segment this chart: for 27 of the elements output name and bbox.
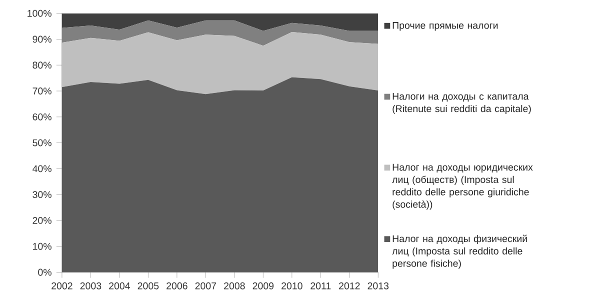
y-tick-label: 60% xyxy=(32,113,52,120)
x-tick-label: 2005 xyxy=(138,282,159,290)
y-tick-label: 100% xyxy=(28,10,52,17)
x-tick-label: 2008 xyxy=(224,282,245,290)
x-tick-label: 2011 xyxy=(310,282,331,290)
legend-label: Налоги на доходы с капитала (Ritenute sui redditi da capitale) xyxy=(392,92,531,114)
y-tick-label: 80% xyxy=(32,61,52,68)
x-tick-label: 2003 xyxy=(80,282,102,290)
y-tick-label: 90% xyxy=(32,36,52,42)
x-tick-label: 2009 xyxy=(252,282,274,290)
y-tick-label: 10% xyxy=(33,242,52,250)
x-tick-label: 2013 xyxy=(368,282,389,290)
x-tick-label: 2012 xyxy=(339,282,360,290)
y-tick-label: 50% xyxy=(32,139,52,146)
x-tick-label: 2004 xyxy=(109,282,130,290)
y-tick-label: 20% xyxy=(32,216,52,224)
y-tick-label: 40% xyxy=(32,165,52,172)
x-tick-label: 2010 xyxy=(282,282,302,290)
legend-label: Налог на доходы юридических лиц (обществ) (Imposta sul reddito delle persone giuridiche (società)) xyxy=(392,164,533,210)
y-tick-label: 70% xyxy=(32,87,52,94)
x-tick-label: 2007 xyxy=(195,282,216,290)
legend-label: Налог на доходы физический лиц (Imposta sul reddito delle persone fisiche) xyxy=(392,234,527,269)
y-tick-label: 0% xyxy=(38,268,52,276)
x-tick-label: 2002 xyxy=(52,282,72,290)
x-tick-label: 2006 xyxy=(166,282,188,290)
legend-label: Прочие прямые налоги xyxy=(392,22,498,31)
y-tick-label: 30% xyxy=(32,190,52,198)
